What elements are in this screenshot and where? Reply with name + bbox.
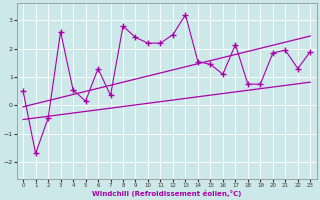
X-axis label: Windchill (Refroidissement éolien,°C): Windchill (Refroidissement éolien,°C): [92, 190, 241, 197]
